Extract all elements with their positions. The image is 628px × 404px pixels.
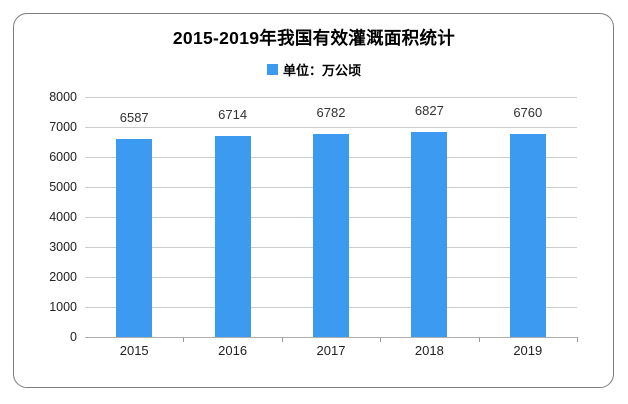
x-axis-tick [478,337,480,342]
y-axis-tick-label: 4000 [49,210,77,224]
x-axis-tick [380,337,382,342]
bar-2019[interactable] [509,134,546,337]
x-axis-tick [281,337,283,342]
bar-2017[interactable] [313,133,349,337]
x-axis-category-label: 2018 [414,343,444,358]
bar-value-label: 6760 [513,105,543,121]
x-axis-category-label: 2019 [513,343,543,358]
y-axis-tick-label: 0 [70,330,77,344]
y-axis-tick-label: 8000 [49,90,77,104]
plot-area: 0 1000 2000 3000 4000 5000 6000 7000 8000 6587 201… [49,90,578,358]
y-axis-tick-label: 6000 [49,150,77,164]
bar-value-label: 6714 [218,106,248,122]
y-axis-tick-label: 1000 [49,300,77,314]
y-axis-tick-label: 2000 [49,270,77,284]
x-axis-tick [183,337,185,342]
gridline [85,127,577,128]
legend-swatch-icon [266,63,278,75]
bar-value-label: 6827 [414,103,444,119]
bar-2018[interactable] [411,132,448,337]
legend-item[interactable]: 单位：万公顷 [0,61,628,78]
bar-value-label: 6587 [119,110,149,126]
bar-2016[interactable] [214,135,251,337]
x-axis-tick [577,337,578,342]
bar-value-label: 6782 [316,104,346,120]
y-axis-tick-label: 5000 [49,180,77,194]
gridline [85,97,577,98]
y-axis-tick-label: 7000 [49,120,77,134]
bar-2015[interactable] [116,139,153,337]
x-axis-category-label: 2016 [218,343,248,358]
x-axis-category-label: 2015 [119,343,149,358]
y-axis-tick-label: 3000 [49,240,77,254]
x-axis-line [85,337,577,338]
legend-label: 单位：万公顷 [282,62,361,78]
x-axis-category-label: 2017 [316,343,346,358]
chart-title: 2015-2019年我国有效灌溉面积统计 [172,28,456,48]
